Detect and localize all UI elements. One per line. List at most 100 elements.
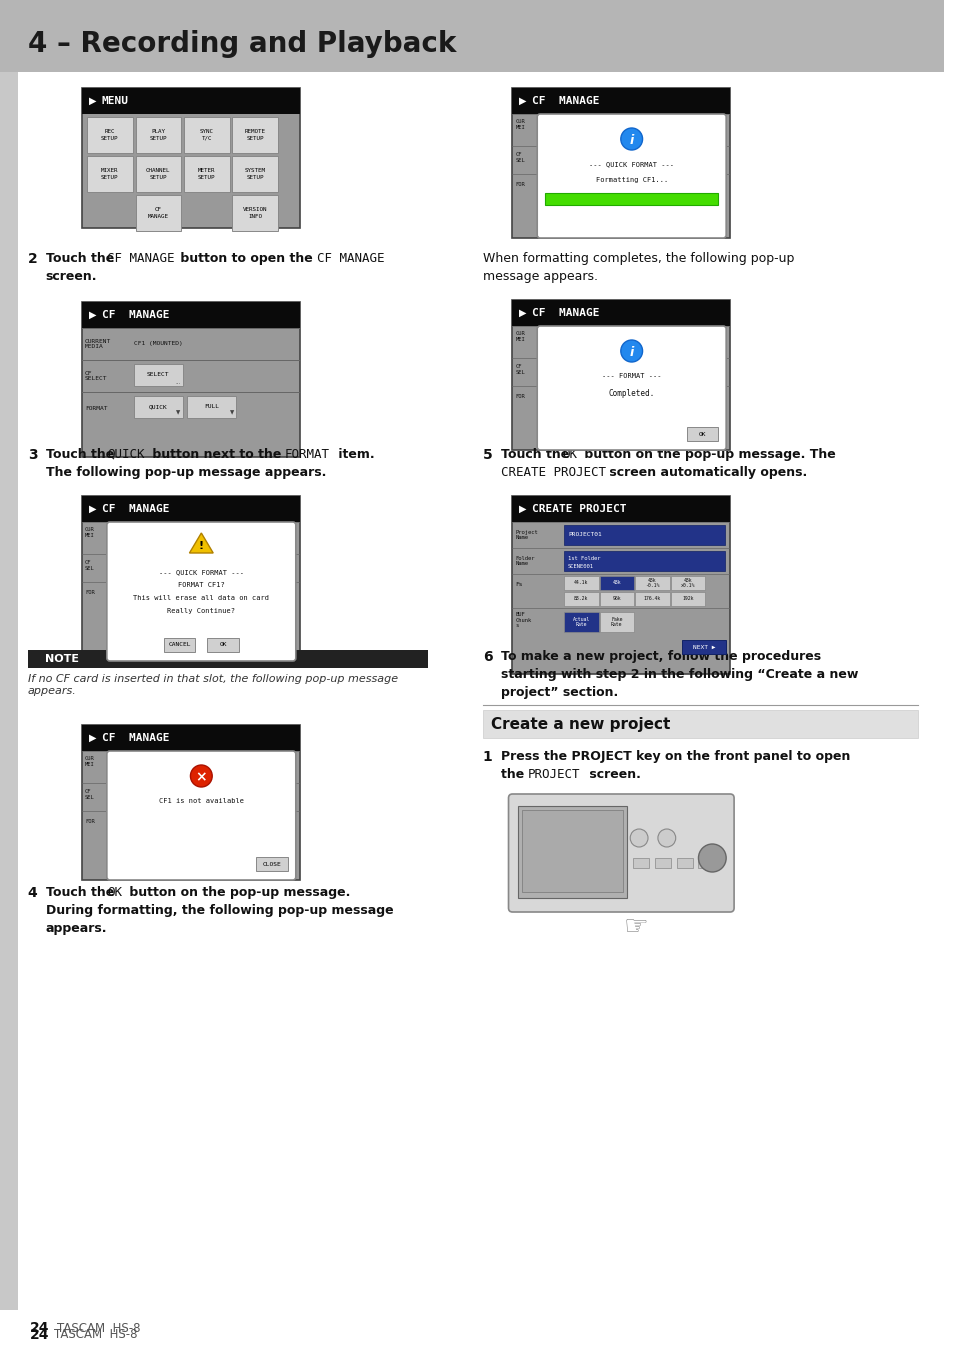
Circle shape [630,829,647,846]
Text: button to open the: button to open the [176,252,317,265]
Bar [633,859,648,868]
Text: CF
MANAGE: CF MANAGE [148,208,169,219]
FancyBboxPatch shape [537,325,725,450]
Text: 24: 24 [30,1328,50,1342]
Bar [82,302,299,458]
Bar [207,639,238,652]
Text: CUR
MEI: CUR MEI [515,331,525,342]
Text: 5: 5 [482,448,492,462]
Text: 88.2k: 88.2k [574,597,588,602]
Text: REC
SETUP: REC SETUP [101,130,118,140]
Text: CLOSE: CLOSE [262,861,281,867]
Bar [0,72,18,1350]
Bar [563,551,724,571]
Text: Project
Name: Project Name [515,529,537,540]
Text: 3: 3 [28,448,37,462]
FancyBboxPatch shape [107,751,295,880]
Bar [82,302,299,328]
Bar [133,364,183,386]
Bar [135,117,181,153]
Bar [87,157,132,192]
Text: To make a new project, follow the procedures: To make a new project, follow the proced… [500,649,820,663]
Text: CREATE PROJECT: CREATE PROJECT [500,466,605,479]
Bar [512,300,729,450]
Text: Touch the: Touch the [46,448,118,460]
Text: screen.: screen. [46,270,97,284]
Text: FOR: FOR [515,182,525,188]
Bar [233,117,277,153]
Text: FOR: FOR [85,819,94,823]
Text: SYSTEM
SETUP: SYSTEM SETUP [245,169,266,180]
Text: screen.: screen. [584,768,639,782]
Text: ...: ... [175,379,180,385]
Text: --- QUICK FORMAT ---: --- QUICK FORMAT --- [158,568,244,575]
Bar [164,639,195,652]
Polygon shape [190,533,213,554]
Text: SELECT: SELECT [147,373,170,378]
Bar [233,194,277,231]
Text: ▶: ▶ [518,504,526,514]
Circle shape [658,829,675,846]
Bar [563,576,598,590]
Text: TASCAM  HS-8: TASCAM HS-8 [57,1322,141,1335]
Bar [87,117,132,153]
Bar [256,857,288,871]
Text: REMOTE
SETUP: REMOTE SETUP [245,130,266,140]
Text: starting with step 2 in the following “Create a new: starting with step 2 in the following “C… [500,668,857,680]
Bar [82,495,299,522]
Circle shape [620,128,642,150]
Text: ▼: ▼ [176,410,180,414]
Text: Touch the: Touch the [46,886,118,899]
Text: 48k: 48k [612,580,620,586]
Text: Touch the: Touch the [500,448,573,460]
Text: CHANNEL
SETUP: CHANNEL SETUP [146,169,171,180]
Text: Really Continue?: Really Continue? [167,608,235,614]
Bar [187,396,236,418]
Text: CREATE PROJECT: CREATE PROJECT [532,504,626,514]
Text: CF
SELECT: CF SELECT [85,371,108,382]
Text: 176.4k: 176.4k [643,597,660,602]
Text: Fs: Fs [515,582,522,587]
Text: FORMAT: FORMAT [285,448,330,460]
Bar [635,593,669,606]
Text: FOR: FOR [515,394,525,400]
Text: TASCAM  HS-8: TASCAM HS-8 [54,1328,138,1342]
Bar [82,88,299,228]
Text: screen automatically opens.: screen automatically opens. [605,466,807,479]
Bar [563,525,724,545]
Text: VERSION
INFO: VERSION INFO [243,208,267,219]
Text: FORMAT CF1?: FORMAT CF1? [178,582,225,589]
Text: FULL: FULL [204,405,219,409]
Bar [517,806,626,898]
Text: CF  MANAGE: CF MANAGE [102,310,170,320]
Text: Touch the: Touch the [46,252,118,265]
Text: CF
SEL: CF SEL [515,153,525,163]
Circle shape [191,765,212,787]
Text: ▶: ▶ [89,310,96,320]
Text: button next to the: button next to the [149,448,286,460]
Text: !: ! [198,541,204,551]
Text: PROJECT01: PROJECT01 [567,532,601,537]
Bar [670,593,704,606]
Bar [655,859,670,868]
Bar [184,157,230,192]
Text: Completed.: Completed. [608,389,654,398]
Text: 96k: 96k [612,597,620,602]
Text: When formatting completes, the following pop-up: When formatting completes, the following… [482,252,793,265]
Text: 48k
-0.1%: 48k -0.1% [644,578,659,589]
FancyBboxPatch shape [508,794,733,913]
Text: CF
SEL: CF SEL [85,560,94,571]
Text: SCENE001: SCENE001 [567,563,594,568]
Text: The following pop-up message appears.: The following pop-up message appears. [46,466,326,479]
Text: message appears.: message appears. [482,270,598,284]
Bar [482,710,917,738]
Bar [133,396,183,418]
Text: CANCEL: CANCEL [168,643,191,648]
Text: Press the PROJECT key on the front panel to open: Press the PROJECT key on the front panel… [500,751,849,763]
Bar [135,194,181,231]
Bar [184,117,230,153]
Bar [512,88,729,113]
Bar [28,649,428,668]
Bar [544,193,718,205]
Bar [135,157,181,192]
